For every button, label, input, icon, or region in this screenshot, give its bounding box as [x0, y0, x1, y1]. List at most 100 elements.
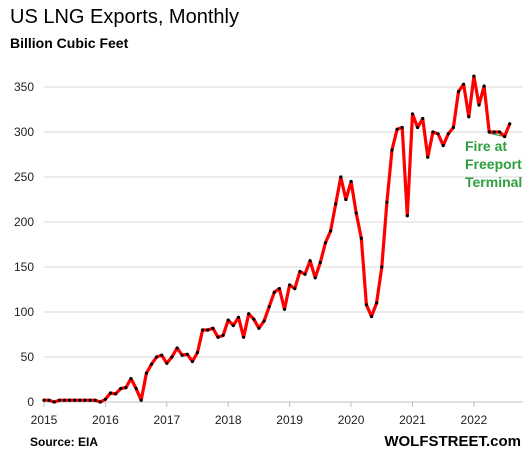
data-point: [170, 355, 174, 359]
x-tick-label: 2022: [461, 413, 488, 427]
data-point: [42, 398, 46, 402]
data-point: [226, 318, 230, 322]
y-tick-label: 300: [14, 125, 34, 139]
data-point: [431, 130, 435, 134]
data-point: [288, 283, 292, 287]
data-point: [211, 326, 215, 330]
x-tick-label: 2021: [399, 413, 426, 427]
data-point: [78, 398, 82, 402]
y-tick-label: 250: [14, 170, 34, 184]
data-point: [73, 398, 77, 402]
data-point: [262, 319, 266, 323]
annotation-text: Fire at: [465, 138, 507, 154]
data-point: [293, 287, 297, 291]
data-point: [149, 362, 154, 366]
data-point: [426, 155, 430, 159]
data-point: [482, 84, 486, 88]
data-point: [359, 236, 363, 240]
annotation-text: Terminal: [465, 174, 522, 190]
data-point: [68, 398, 72, 402]
brand-label: WOLFSTREET.com: [384, 433, 521, 450]
data-point: [385, 200, 389, 204]
data-point: [57, 398, 62, 402]
data-point: [114, 392, 118, 396]
data-point: [180, 353, 184, 357]
data-point: [462, 82, 466, 86]
data-point: [155, 355, 159, 359]
data-point: [282, 307, 287, 311]
data-point: [334, 202, 338, 206]
y-tick-label: 150: [14, 260, 34, 274]
data-point: [62, 398, 67, 402]
data-point: [298, 269, 302, 274]
data-point: [231, 323, 235, 328]
data-point: [103, 397, 107, 401]
data-point: [129, 377, 133, 381]
data-point: [267, 305, 271, 309]
data-point: [93, 398, 97, 402]
data-point: [313, 276, 317, 280]
data-point: [257, 326, 261, 330]
data-point: [344, 197, 348, 202]
data-point: [436, 132, 440, 136]
data-point: [242, 335, 246, 339]
x-tick-label: 2015: [31, 413, 58, 427]
y-tick-label: 0: [27, 395, 34, 409]
data-point: [472, 74, 476, 78]
data-point: [395, 127, 399, 131]
data-point: [323, 241, 328, 245]
data-point: [98, 400, 102, 404]
data-point: [165, 361, 169, 365]
data-point: [108, 391, 113, 395]
data-point: [195, 350, 200, 355]
y-tick-label: 350: [14, 80, 34, 94]
data-point: [88, 398, 92, 402]
data-point: [364, 303, 368, 307]
data-point: [308, 259, 312, 263]
x-tick-label: 2019: [276, 413, 303, 427]
data-point: [503, 134, 507, 139]
x-tick-label: 2016: [92, 413, 119, 427]
annotation-text: Freeport: [465, 156, 522, 172]
axes: 0 50 100 150 200 250 300 350 2015 2016 2017 2018 201…: [14, 80, 523, 427]
data-point: [456, 89, 461, 94]
chart-title: US LNG Exports, Monthly: [10, 6, 239, 28]
data-point: [124, 386, 128, 390]
data-point: [303, 272, 307, 276]
data-point: [144, 371, 148, 375]
x-tick-label: 2018: [215, 413, 242, 427]
data-point: [421, 116, 425, 121]
data-point: [441, 143, 445, 148]
data-point: [416, 125, 420, 130]
data-point: [390, 148, 394, 152]
data-point: [216, 335, 220, 339]
data-point: [201, 328, 205, 332]
source-label: Source: EIA: [30, 435, 98, 449]
data-point: [318, 260, 322, 265]
data-point: [175, 346, 179, 350]
data-point: [410, 112, 415, 116]
data-point: [247, 312, 251, 316]
x-tick-label: 2017: [153, 413, 180, 427]
series-line: [42, 74, 512, 404]
data-point: [380, 265, 384, 269]
y-tick-label: 100: [14, 305, 34, 319]
data-point: [190, 359, 194, 364]
annotation-group: Fire at Freeport Terminal: [465, 132, 522, 190]
gridlines: [44, 86, 523, 358]
data-point: [329, 229, 333, 233]
data-point: [119, 386, 123, 391]
data-point: [252, 317, 256, 321]
series-line-path: [42, 74, 512, 404]
data-point: [221, 333, 225, 337]
data-point: [354, 211, 358, 215]
data-point: [185, 352, 189, 356]
data-point: [451, 125, 455, 130]
data-point: [206, 328, 210, 332]
data-point: [492, 130, 496, 134]
data-point: [277, 287, 281, 291]
data-point: [339, 175, 343, 179]
data-point: [139, 398, 143, 402]
data-point: [349, 179, 353, 184]
